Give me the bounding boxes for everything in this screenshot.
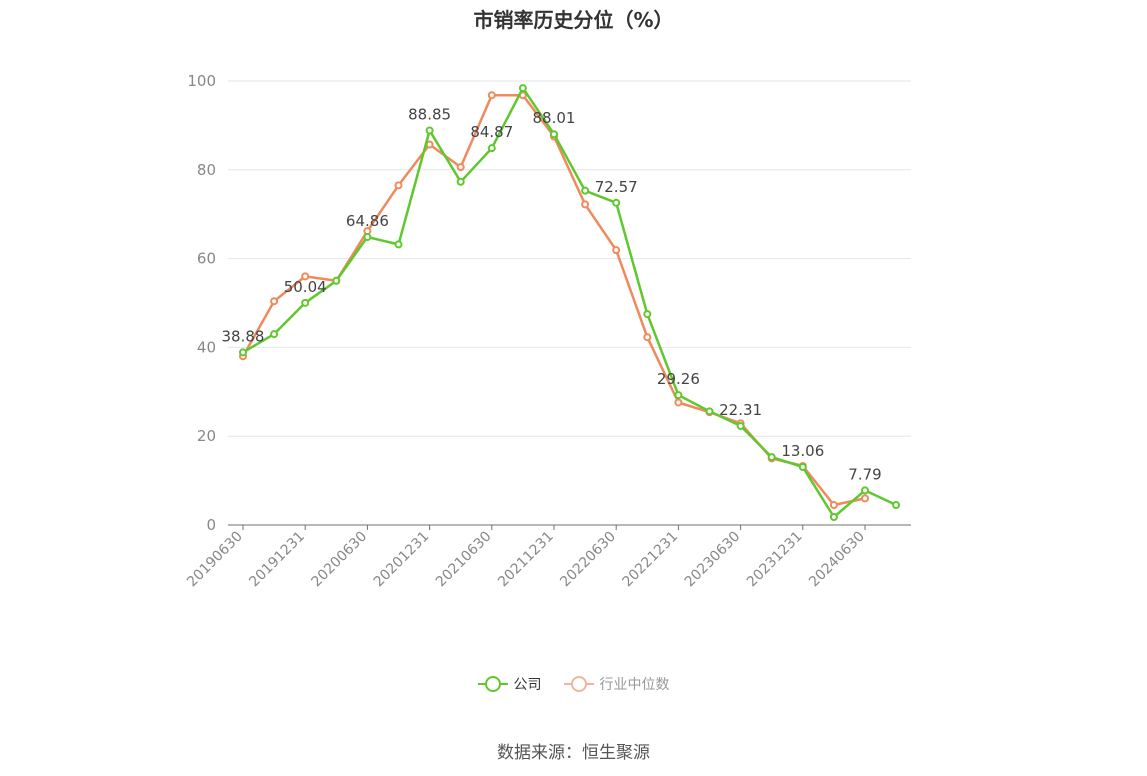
grid-lines: [228, 80, 911, 437]
legend-industry-marker: [563, 672, 594, 696]
data-label: 29.26: [657, 370, 700, 388]
chart-title: 市销率历史分位（%）: [473, 8, 674, 32]
data-point-company: [892, 501, 901, 510]
y-tick-label: 20: [197, 427, 216, 445]
data-point-company: [736, 421, 745, 430]
data-point-company: [301, 298, 310, 307]
data-point-company: [239, 348, 247, 357]
y-tick-label: 40: [197, 338, 216, 356]
data-point-company: [861, 486, 869, 495]
data-labels: 38.88 50.04 64.86 88.85 84.87 88.01 72.57 29.26…: [222, 106, 882, 484]
x-tick-label: 20210630: [433, 529, 495, 591]
x-tick-label: 20190630: [184, 529, 246, 591]
data-point-company: [518, 84, 527, 93]
x-tick-label: 20240630: [806, 529, 868, 591]
x-tick-label: 20211231: [495, 529, 557, 591]
data-label: 88.01: [533, 109, 576, 127]
line-chart: 0 20 40 60 80 100 20190630 20191231 20200630 2020…: [184, 72, 911, 590]
data-point-company: [705, 407, 714, 416]
legend-item-company[interactable]: 公司: [477, 672, 542, 696]
data-point-company: [363, 233, 372, 242]
data-point-industry: [394, 181, 403, 190]
x-tick-label: 20220630: [557, 529, 619, 591]
data-point-industry: [829, 501, 838, 510]
data-point-company: [487, 144, 496, 153]
data-point-company: [332, 276, 341, 285]
y-tick-label: 60: [197, 250, 216, 268]
data-point-industry: [456, 163, 465, 172]
series-lines: [239, 84, 901, 522]
data-point-industry: [301, 272, 310, 281]
data-point-industry: [861, 494, 869, 503]
data-point-company: [550, 130, 558, 139]
data-source: 数据来源：恒生聚源: [497, 743, 650, 763]
x-tick-label: 20201231: [371, 529, 433, 591]
data-point-company: [394, 240, 403, 249]
data-label: 38.88: [222, 327, 265, 345]
y-tick-label: 100: [187, 72, 216, 90]
data-point-industry: [270, 297, 279, 306]
data-point-company: [767, 453, 776, 462]
x-tick-label: 20191231: [246, 529, 308, 591]
legend-company-marker: [477, 672, 508, 696]
data-label: 72.57: [595, 178, 638, 196]
data-label: 88.85: [408, 106, 451, 124]
data-point-industry: [487, 91, 496, 100]
data-point-company: [674, 391, 683, 400]
y-tick-label: 80: [197, 161, 216, 179]
data-point-industry: [612, 246, 621, 255]
data-label: 22.31: [719, 401, 762, 419]
x-tick-label: 20200630: [309, 529, 371, 591]
legend-company-label: 公司: [513, 677, 542, 693]
data-point-company: [829, 513, 838, 522]
series-line-company: [242, 86, 897, 519]
data-label: 50.04: [284, 278, 327, 296]
data-label: 7.79: [848, 465, 881, 483]
data-point-company: [612, 198, 621, 207]
y-tick-label: 0: [206, 516, 216, 534]
data-point-industry: [643, 333, 652, 342]
data-point-company: [798, 463, 807, 472]
legend-industry-label: 行业中位数: [599, 677, 670, 693]
data-point-company: [643, 310, 652, 319]
data-label: 64.86: [346, 212, 389, 230]
axes: 0 20 40 60 80 100 20190630 20191231 20200630 2020…: [184, 72, 911, 590]
data-point-company: [581, 186, 590, 195]
data-point-industry: [674, 398, 683, 407]
data-label: 84.87: [470, 123, 513, 141]
data-label: 13.06: [781, 442, 824, 460]
data-point-company: [456, 177, 465, 186]
legend-item-industry[interactable]: 行业中位数: [563, 672, 670, 696]
data-point-company: [425, 126, 434, 135]
data-point-industry: [581, 200, 590, 209]
x-tick-label: 20230630: [682, 529, 744, 591]
x-tick-label: 20221231: [620, 529, 682, 591]
data-point-company: [270, 330, 279, 339]
series-line-industry: [241, 93, 866, 507]
x-tick-label: 20231231: [744, 529, 806, 591]
legend: 公司 行业中位数: [0, 672, 1147, 696]
